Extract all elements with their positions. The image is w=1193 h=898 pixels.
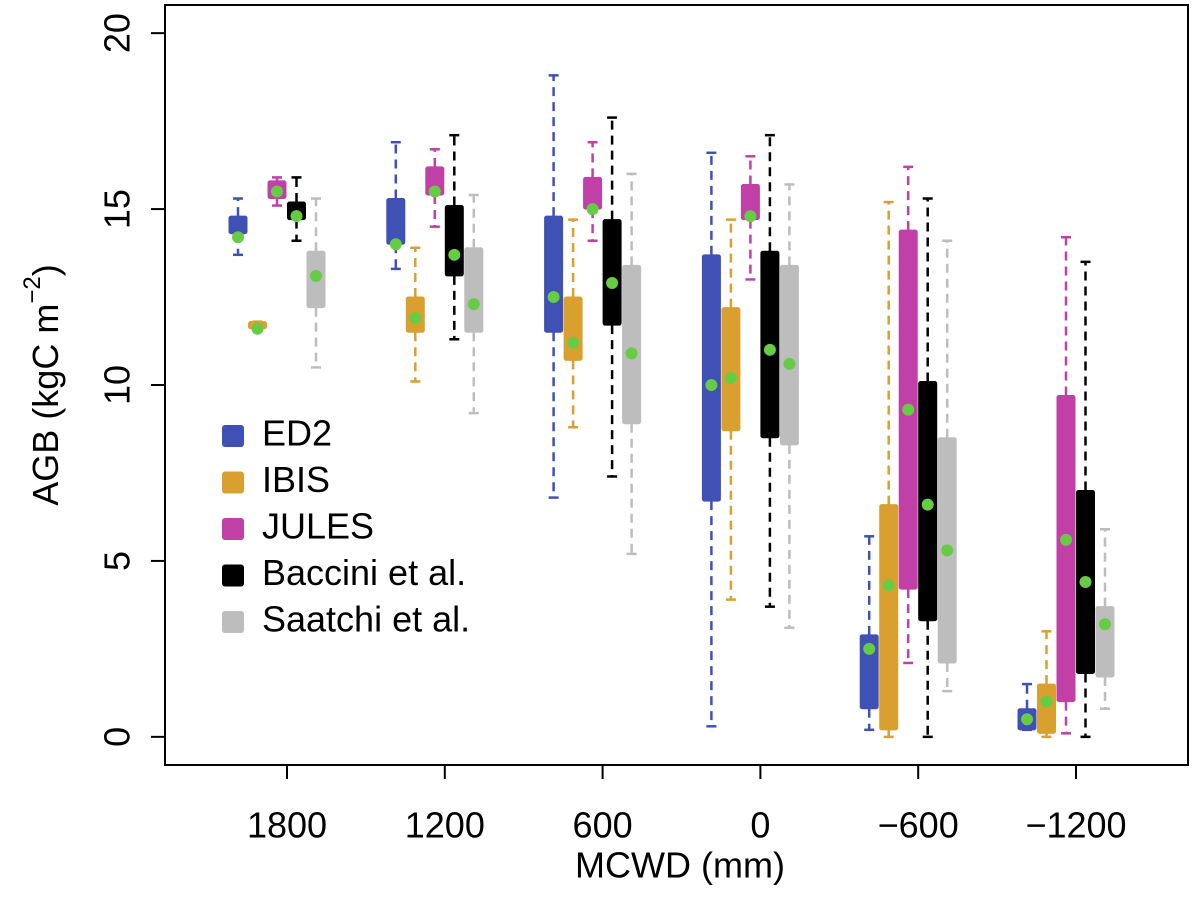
- mean-point: [409, 312, 422, 325]
- y-axis-title-suffix: ): [25, 264, 66, 276]
- x-tick-label: 1800: [247, 805, 327, 846]
- y-axis-title-text: AGB (kgC m: [25, 304, 66, 506]
- x-tick-label: −1200: [1025, 805, 1126, 846]
- mean-point: [290, 210, 303, 223]
- mean-point: [251, 322, 264, 335]
- mean-point: [941, 544, 954, 557]
- mean-point: [1021, 713, 1033, 726]
- mean-point: [921, 498, 934, 511]
- box: [563, 296, 583, 361]
- y-tick-label: 5: [97, 551, 138, 571]
- box: [1056, 395, 1076, 703]
- y-tick-label: 10: [97, 365, 138, 405]
- mean-point: [763, 343, 776, 356]
- x-tick-label: 1200: [405, 805, 485, 846]
- y-tick-label: 15: [97, 189, 138, 229]
- box: [879, 504, 899, 731]
- legend-label: IBIS: [262, 459, 330, 500]
- y-tick-label: 20: [97, 13, 138, 53]
- mean-point: [606, 276, 619, 289]
- y-axis-title: AGB (kgC m−2): [19, 264, 65, 505]
- mean-point: [1079, 576, 1092, 589]
- mean-point: [863, 642, 876, 655]
- mean-point: [586, 203, 599, 216]
- mean-point: [310, 269, 322, 282]
- mean-point: [625, 347, 638, 360]
- legend-marker: [222, 471, 244, 494]
- mean-point: [232, 231, 244, 244]
- box: [1095, 606, 1115, 678]
- box: [701, 254, 721, 502]
- mean-point: [271, 185, 283, 198]
- mean-point: [705, 379, 718, 391]
- y-axis-title-sup: −2: [19, 276, 46, 303]
- box: [386, 198, 406, 245]
- mean-point: [783, 357, 796, 370]
- mean-point: [428, 185, 441, 198]
- y-tick-label: 0: [97, 727, 138, 747]
- mean-point: [902, 403, 915, 416]
- box: [859, 634, 879, 710]
- mean-point: [744, 210, 757, 223]
- x-axis-title: MCWD (mm): [575, 845, 785, 886]
- legend-label: ED2: [262, 413, 332, 454]
- legend-marker: [222, 611, 244, 633]
- mean-point: [1040, 695, 1053, 708]
- mean-point: [1060, 533, 1072, 546]
- plot-frame: [164, 4, 1189, 766]
- box: [1037, 683, 1056, 734]
- box: [444, 205, 464, 277]
- mean-point: [882, 579, 895, 592]
- x-tick-label: −600: [878, 805, 959, 846]
- mean-point: [724, 371, 737, 384]
- box: [602, 219, 622, 326]
- x-tick-label: 0: [750, 805, 770, 846]
- legend-marker: [222, 425, 244, 447]
- x-tick-label: 600: [573, 805, 633, 846]
- box: [544, 215, 564, 333]
- legend-label: JULES: [262, 506, 374, 547]
- legend-label: Baccini et al.: [262, 552, 466, 593]
- box: [228, 215, 248, 235]
- mean-point: [448, 248, 461, 261]
- box: [622, 264, 642, 425]
- legend-label: Saatchi et al.: [262, 599, 470, 640]
- legend-marker: [222, 564, 244, 587]
- mean-point: [389, 238, 402, 251]
- mean-point: [567, 336, 580, 349]
- mean-point: [547, 291, 560, 304]
- legend-marker: [222, 518, 244, 540]
- mean-point: [467, 298, 480, 311]
- box: [779, 264, 799, 446]
- box: [464, 247, 484, 333]
- box: [721, 307, 741, 432]
- mean-point: [1099, 618, 1111, 631]
